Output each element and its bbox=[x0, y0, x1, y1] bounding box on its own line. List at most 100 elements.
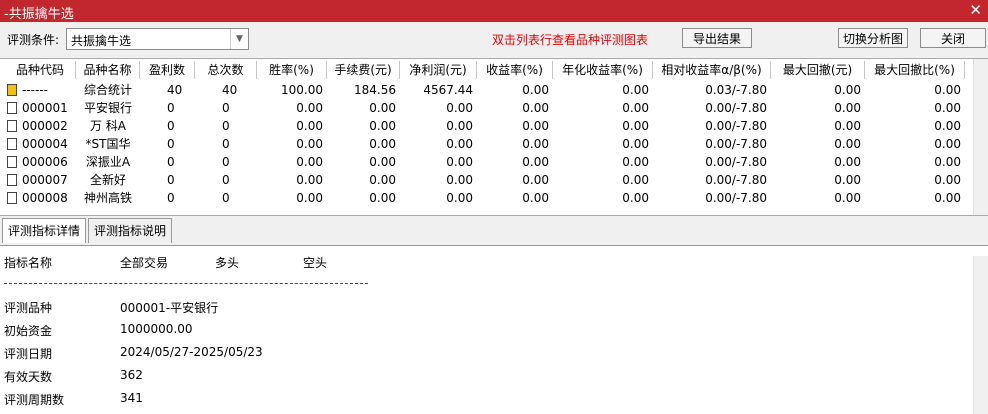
table-cell: 0.00/-7.80 bbox=[705, 137, 767, 151]
table-row[interactable]: 000007 全新好 0 0 0.00 0.00 0.00 0.00 0.00 0.00/-7.8… bbox=[0, 171, 970, 189]
table-cell: 100.00 bbox=[281, 83, 323, 97]
table-row[interactable]: 000006 深振业A 0 0 0.00 0.00 0.00 0.00 0.00 0.00/-7.… bbox=[0, 153, 970, 171]
row-icon bbox=[7, 120, 17, 132]
table-cell: 0.00 bbox=[934, 155, 961, 169]
detail-value: 2024/05/27-2025/05/23 bbox=[120, 345, 263, 359]
column-header[interactable]: 收益率(%) bbox=[477, 61, 553, 79]
table-cell: 0.00 bbox=[934, 137, 961, 151]
table-cell: 000001 bbox=[22, 101, 68, 115]
switch-chart-button[interactable]: 切换分析图 bbox=[838, 28, 908, 48]
table-cell: *ST国华 bbox=[85, 137, 131, 151]
column-header[interactable]: 年化收益率(%) bbox=[553, 61, 653, 79]
table-cell: 0 bbox=[222, 137, 230, 151]
table-cell: 0.00 bbox=[834, 191, 861, 205]
table-cell: 0.00 bbox=[446, 101, 473, 115]
column-header[interactable]: 盈利数 bbox=[140, 61, 195, 79]
table-cell: 0.00 bbox=[369, 101, 396, 115]
row-icon bbox=[7, 84, 17, 96]
detail-header: 空头 bbox=[303, 256, 328, 270]
hint-text: 双击列表行查看品种评测图表 bbox=[492, 33, 649, 47]
column-header[interactable]: 相对收益率α/β(%) bbox=[653, 61, 771, 79]
table-cell: 全新好 bbox=[89, 173, 126, 187]
table-cell: 0.00/-7.80 bbox=[705, 119, 767, 133]
table-cell: 000007 bbox=[22, 173, 68, 187]
column-header[interactable]: 最大回撤比(%) bbox=[865, 61, 965, 79]
detail-value: 000001-平安银行 bbox=[120, 301, 219, 315]
column-header[interactable]: 手续费(元) bbox=[327, 61, 400, 79]
table-cell: 0.00 bbox=[369, 155, 396, 169]
table-row[interactable]: 000001 平安银行 0 0 0.00 0.00 0.00 0.00 0.00 0.00/-7.… bbox=[0, 99, 970, 117]
table-cell: 0 bbox=[167, 119, 175, 133]
table-cell: 000008 bbox=[22, 191, 68, 205]
detail-label: 评测周期数 bbox=[4, 393, 65, 407]
close-icon[interactable]: ✕ bbox=[969, 1, 982, 19]
table-cell: 0.00 bbox=[934, 173, 961, 187]
table-cell: 0.00 bbox=[296, 173, 323, 187]
table-cell: 0.00 bbox=[369, 173, 396, 187]
table-cell: 0 bbox=[222, 119, 230, 133]
table-cell: 0.00 bbox=[622, 137, 649, 151]
detail-label: 初始资金 bbox=[4, 324, 53, 338]
detail-label: 有效天数 bbox=[4, 370, 53, 384]
table-cell: 0 bbox=[167, 173, 175, 187]
detail-label: 评测日期 bbox=[4, 347, 53, 361]
dropdown-arrow[interactable]: ▼ bbox=[230, 29, 248, 49]
tab[interactable]: 评测指标说明 bbox=[88, 218, 173, 243]
table-cell: 0.00/-7.80 bbox=[705, 101, 767, 115]
row-icon bbox=[7, 102, 17, 114]
table-cell: 000006 bbox=[22, 155, 68, 169]
condition-value: 共振擒牛选 bbox=[71, 34, 132, 48]
table-cell: 0.00 bbox=[834, 119, 861, 133]
column-header[interactable]: 净利润(元) bbox=[400, 61, 477, 79]
detail-value: 1000000.00 bbox=[120, 322, 193, 336]
table-cell: 0.00 bbox=[296, 119, 323, 133]
table-cell: 0.00 bbox=[446, 119, 473, 133]
column-header[interactable]: 胜率(%) bbox=[257, 61, 327, 79]
export-button[interactable]: 导出结果 bbox=[682, 28, 752, 48]
table-cell: 万 科A bbox=[89, 119, 127, 133]
column-header[interactable]: 品种代码 bbox=[5, 61, 76, 79]
close-button[interactable]: 关闭 bbox=[920, 28, 986, 48]
table-cell: 0.00 bbox=[369, 191, 396, 205]
table-cell: 神州高铁 bbox=[83, 191, 132, 205]
column-header[interactable]: 总次数 bbox=[195, 61, 257, 79]
table-cell: 0 bbox=[222, 101, 230, 115]
table-cell: 40 bbox=[167, 83, 183, 97]
table-cell: 0.00 bbox=[622, 173, 649, 187]
table-cell: 40 bbox=[222, 83, 238, 97]
table-cell: 0 bbox=[167, 101, 175, 115]
table-cell: 0.00 bbox=[296, 101, 323, 115]
table-cell: 0.00 bbox=[834, 173, 861, 187]
table-cell: 184.56 bbox=[354, 83, 396, 97]
row-icon bbox=[7, 156, 17, 168]
table-cell: 0.00 bbox=[446, 191, 473, 205]
detail-panel: 指标名称 全部交易 多头 空头 评测品种 000001-平安银行 初始资金 1000000.0… bbox=[0, 245, 988, 414]
table-cell: 0.00 bbox=[522, 137, 549, 151]
table-cell: 0.00 bbox=[934, 101, 961, 115]
row-icon bbox=[7, 192, 17, 204]
column-header[interactable]: 最大回撤(元) bbox=[771, 61, 865, 79]
table-cell: ------ bbox=[22, 83, 48, 97]
table-cell: 0.00 bbox=[446, 173, 473, 187]
table-row[interactable]: 000008 神州高铁 0 0 0.00 0.00 0.00 0.00 0.00 0.00/-7.… bbox=[0, 189, 970, 207]
table-cell: 0.00 bbox=[296, 191, 323, 205]
table-cell: 4567.44 bbox=[423, 83, 473, 97]
table-row[interactable]: 000002 万 科A 0 0 0.00 0.00 0.00 0.00 0.00 0.00/-7.… bbox=[0, 117, 970, 135]
row-icon bbox=[7, 174, 17, 186]
table-cell: 0.00 bbox=[834, 83, 861, 97]
table-cell: 0.00 bbox=[446, 137, 473, 151]
table-cell: 0.00 bbox=[934, 191, 961, 205]
table-cell: 综合统计 bbox=[83, 83, 132, 97]
table-cell: 0.00 bbox=[834, 155, 861, 169]
column-header[interactable]: 品种名称 bbox=[76, 61, 140, 79]
table-row[interactable]: 000004 *ST国华 0 0 0.00 0.00 0.00 0.00 0.00 0.00/-7… bbox=[0, 135, 970, 153]
window-title: -共振擒牛选 bbox=[4, 7, 74, 22]
detail-label: 评测品种 bbox=[4, 301, 53, 315]
tab[interactable]: 评测指标详情 bbox=[2, 218, 87, 243]
table-cell: 0.00 bbox=[446, 155, 473, 169]
table-cell: 0.00 bbox=[522, 83, 549, 97]
condition-select[interactable]: 共振擒牛选 ▼ bbox=[66, 28, 249, 50]
table-cell: 0.00 bbox=[622, 101, 649, 115]
table-row[interactable]: ------ 综合统计 40 40 100.00 184.56 4567.44 0.00 0.0… bbox=[0, 81, 970, 99]
table-cell: 0.00/-7.80 bbox=[705, 191, 767, 205]
